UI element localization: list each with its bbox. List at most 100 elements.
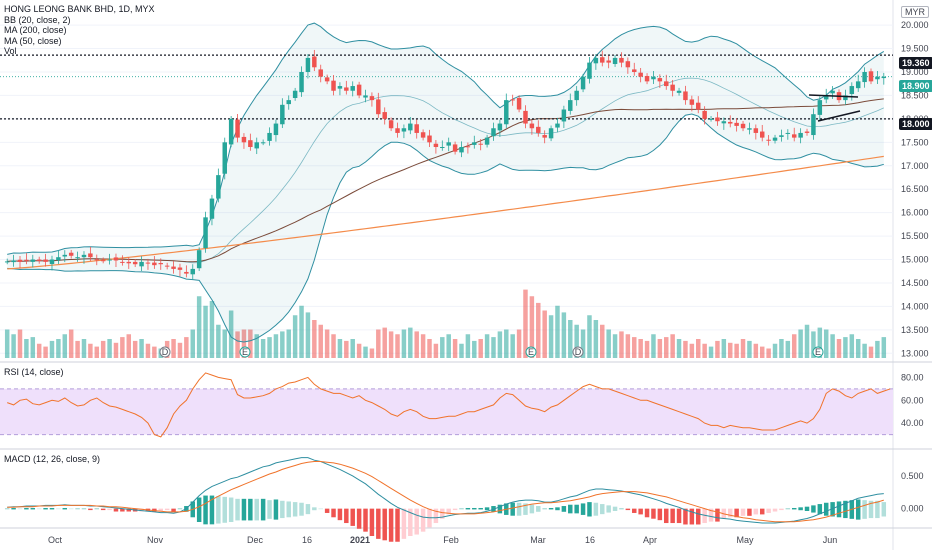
volume-bar xyxy=(145,343,151,358)
candle-body xyxy=(619,57,624,63)
candle-body xyxy=(664,81,669,87)
macd-histogram-bar xyxy=(823,502,829,516)
volume-bar xyxy=(529,296,535,358)
candle-body xyxy=(689,99,695,105)
macd-histogram-bar xyxy=(580,503,586,515)
volume-bar xyxy=(632,337,637,358)
volume-bar xyxy=(17,329,23,358)
candle-body xyxy=(804,131,810,133)
volume-bar xyxy=(644,340,650,358)
macd-histogram-bar xyxy=(248,498,253,521)
volume-bar xyxy=(68,329,74,358)
macd-histogram-bar xyxy=(785,508,791,510)
candle-body xyxy=(548,128,554,139)
volume-bar xyxy=(772,343,778,358)
candle-body xyxy=(62,254,68,257)
macd-histogram-bar xyxy=(523,503,528,515)
price-tick-label: 19.000 xyxy=(901,67,929,77)
candle-body xyxy=(216,175,221,199)
candle-body xyxy=(740,123,746,129)
volume-bar xyxy=(139,339,144,358)
volume-bar xyxy=(625,334,631,358)
candle-body xyxy=(484,137,490,145)
macd-histogram-bar xyxy=(702,508,707,524)
volume-bar xyxy=(491,337,496,358)
volume-bar xyxy=(779,339,784,358)
candle-body xyxy=(772,137,778,141)
macd-histogram-bar xyxy=(708,508,714,522)
volume-bar xyxy=(849,334,855,358)
event-marker xyxy=(239,346,251,358)
candle-body xyxy=(830,90,835,94)
volume-bar xyxy=(747,340,752,358)
volume-bar xyxy=(318,324,323,358)
candle-body xyxy=(516,98,522,110)
volume-bar xyxy=(561,312,567,358)
macd-histogram-bar xyxy=(772,508,778,512)
candle-body xyxy=(337,86,343,89)
candle-body xyxy=(759,131,765,138)
volume-bar xyxy=(420,334,426,358)
time-tick-label: Feb xyxy=(443,535,459,545)
bollinger-lower-line xyxy=(7,113,884,343)
macd-histogram-bar xyxy=(4,508,10,510)
macd-histogram-bar xyxy=(241,498,247,521)
volume-bar xyxy=(715,340,720,358)
macd-histogram-bar xyxy=(696,508,701,525)
ma200-legend: MA (200, close) xyxy=(4,25,67,35)
volume-bar xyxy=(260,339,266,358)
macd-histogram-bar xyxy=(49,507,55,510)
macd-histogram-bar xyxy=(382,508,387,541)
volume-bar xyxy=(830,334,835,358)
macd-histogram-bar xyxy=(235,498,240,521)
volume-bar xyxy=(823,329,829,358)
price-tick-label: 16.500 xyxy=(901,184,929,194)
macd-histogram-bar xyxy=(222,496,227,523)
volume-bar xyxy=(708,346,714,358)
time-tick-label: Dec xyxy=(247,535,264,545)
macd-histogram-bar xyxy=(497,504,503,514)
candle-body xyxy=(344,87,349,91)
macd-histogram-bar xyxy=(139,508,144,512)
volume-bar xyxy=(510,334,515,358)
volume-bar xyxy=(843,337,848,358)
candle-body xyxy=(152,262,157,266)
currency-badge[interactable]: MYR xyxy=(901,6,929,18)
volume-bar xyxy=(312,320,317,358)
macd-histogram-bar xyxy=(600,504,605,515)
macd-histogram-bar xyxy=(120,508,125,512)
volume-bar xyxy=(81,339,87,358)
event-marker-label: E xyxy=(528,347,534,357)
candle-body xyxy=(465,146,471,148)
volume-bar xyxy=(395,334,400,358)
macd-histogram-bar xyxy=(267,500,272,519)
bollinger-upper-line xyxy=(7,22,885,255)
volume-bar xyxy=(401,329,407,358)
candle-body xyxy=(734,122,739,126)
macd-histogram-bar xyxy=(94,508,100,510)
candle-body xyxy=(791,134,797,138)
candle-body xyxy=(56,257,61,261)
macd-histogram-bar xyxy=(228,497,234,522)
volume-bar xyxy=(254,334,259,358)
candle-body xyxy=(299,71,304,93)
volume-bar xyxy=(280,331,285,358)
candle-body xyxy=(561,109,567,122)
macd-tick-label: 0.000 xyxy=(901,504,924,514)
macd-histogram-bar xyxy=(568,504,573,514)
ma200-line xyxy=(7,155,884,270)
candle-body xyxy=(356,84,362,96)
candle-body xyxy=(36,259,42,261)
candle-body xyxy=(638,72,643,77)
macd-tick-label: 0.500 xyxy=(901,471,924,481)
macd-histogram-bar xyxy=(561,506,567,512)
candle-body xyxy=(280,104,285,125)
macd-histogram-bar xyxy=(43,507,48,510)
volume-bar xyxy=(248,329,253,358)
candle-body xyxy=(145,262,151,264)
candle-body xyxy=(644,75,650,82)
time-tick-label: May xyxy=(736,535,754,545)
volume-bar xyxy=(369,348,375,358)
event-marker-label: D xyxy=(162,347,169,357)
macd-histogram-bar xyxy=(350,508,355,526)
